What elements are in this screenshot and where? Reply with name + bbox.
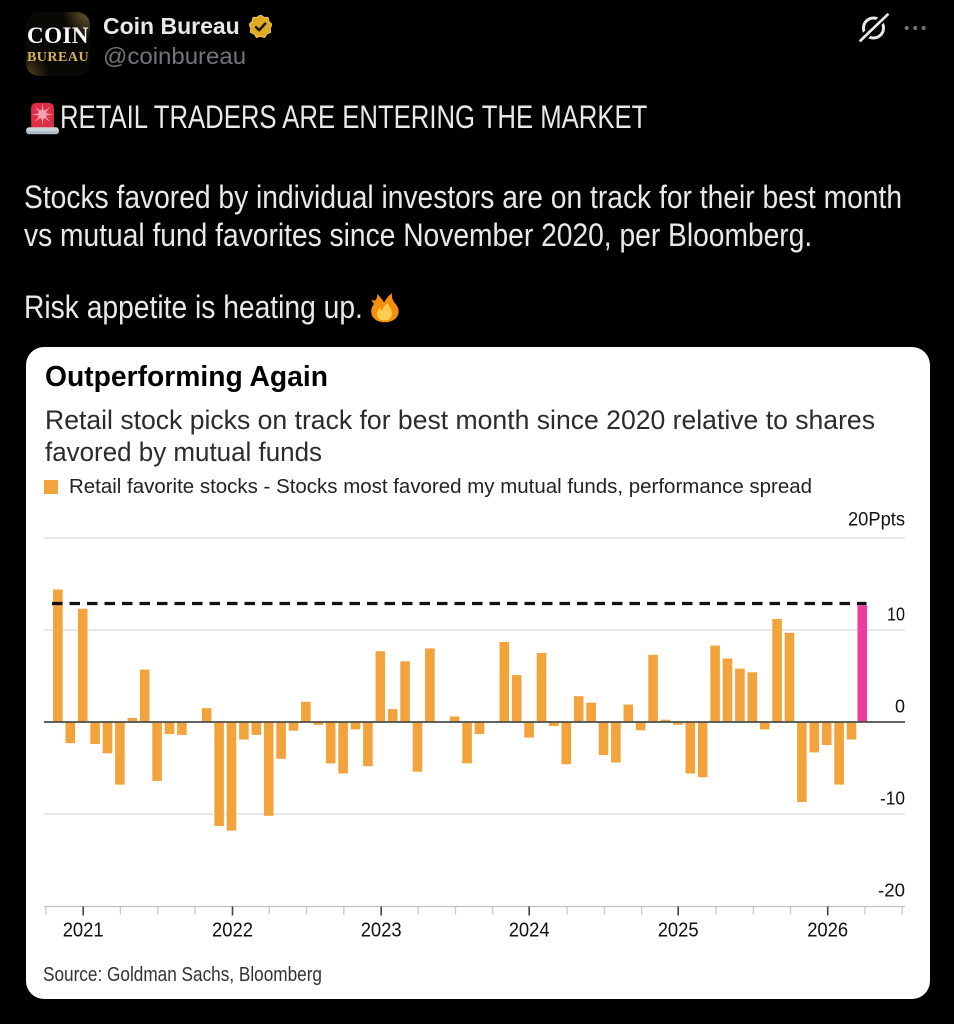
svg-text:-10: -10 xyxy=(880,789,905,809)
svg-text:2021: 2021 xyxy=(63,920,104,942)
svg-text:2025: 2025 xyxy=(658,920,699,942)
svg-text:2023: 2023 xyxy=(361,920,402,942)
svg-text:Retail favorite stocks - Stock: Retail favorite stocks - Stocks most fav… xyxy=(69,475,812,498)
svg-text:Retail stock picks on track fo: Retail stock picks on track for best mon… xyxy=(45,405,875,435)
svg-text:-20: -20 xyxy=(878,881,905,901)
svg-text:favored by mutual funds: favored by mutual funds xyxy=(45,437,322,467)
svg-text:2024: 2024 xyxy=(509,920,550,942)
svg-text:2022: 2022 xyxy=(212,920,253,942)
svg-text:0: 0 xyxy=(895,697,905,717)
svg-text:Source: Goldman Sachs, Bloombe: Source: Goldman Sachs, Bloomberg xyxy=(43,963,322,986)
svg-text:Outperforming Again: Outperforming Again xyxy=(45,361,328,393)
svg-text:10: 10 xyxy=(887,605,905,625)
svg-text:20Ppts: 20Ppts xyxy=(848,510,905,531)
svg-text:2026: 2026 xyxy=(807,920,848,942)
